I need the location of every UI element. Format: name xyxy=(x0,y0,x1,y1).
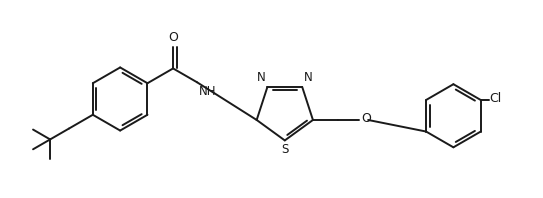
Text: S: S xyxy=(281,143,288,156)
Text: NH: NH xyxy=(199,85,217,98)
Text: N: N xyxy=(257,71,266,84)
Text: O: O xyxy=(168,31,178,44)
Text: N: N xyxy=(304,71,313,84)
Text: O: O xyxy=(361,112,371,126)
Text: Cl: Cl xyxy=(490,92,502,106)
